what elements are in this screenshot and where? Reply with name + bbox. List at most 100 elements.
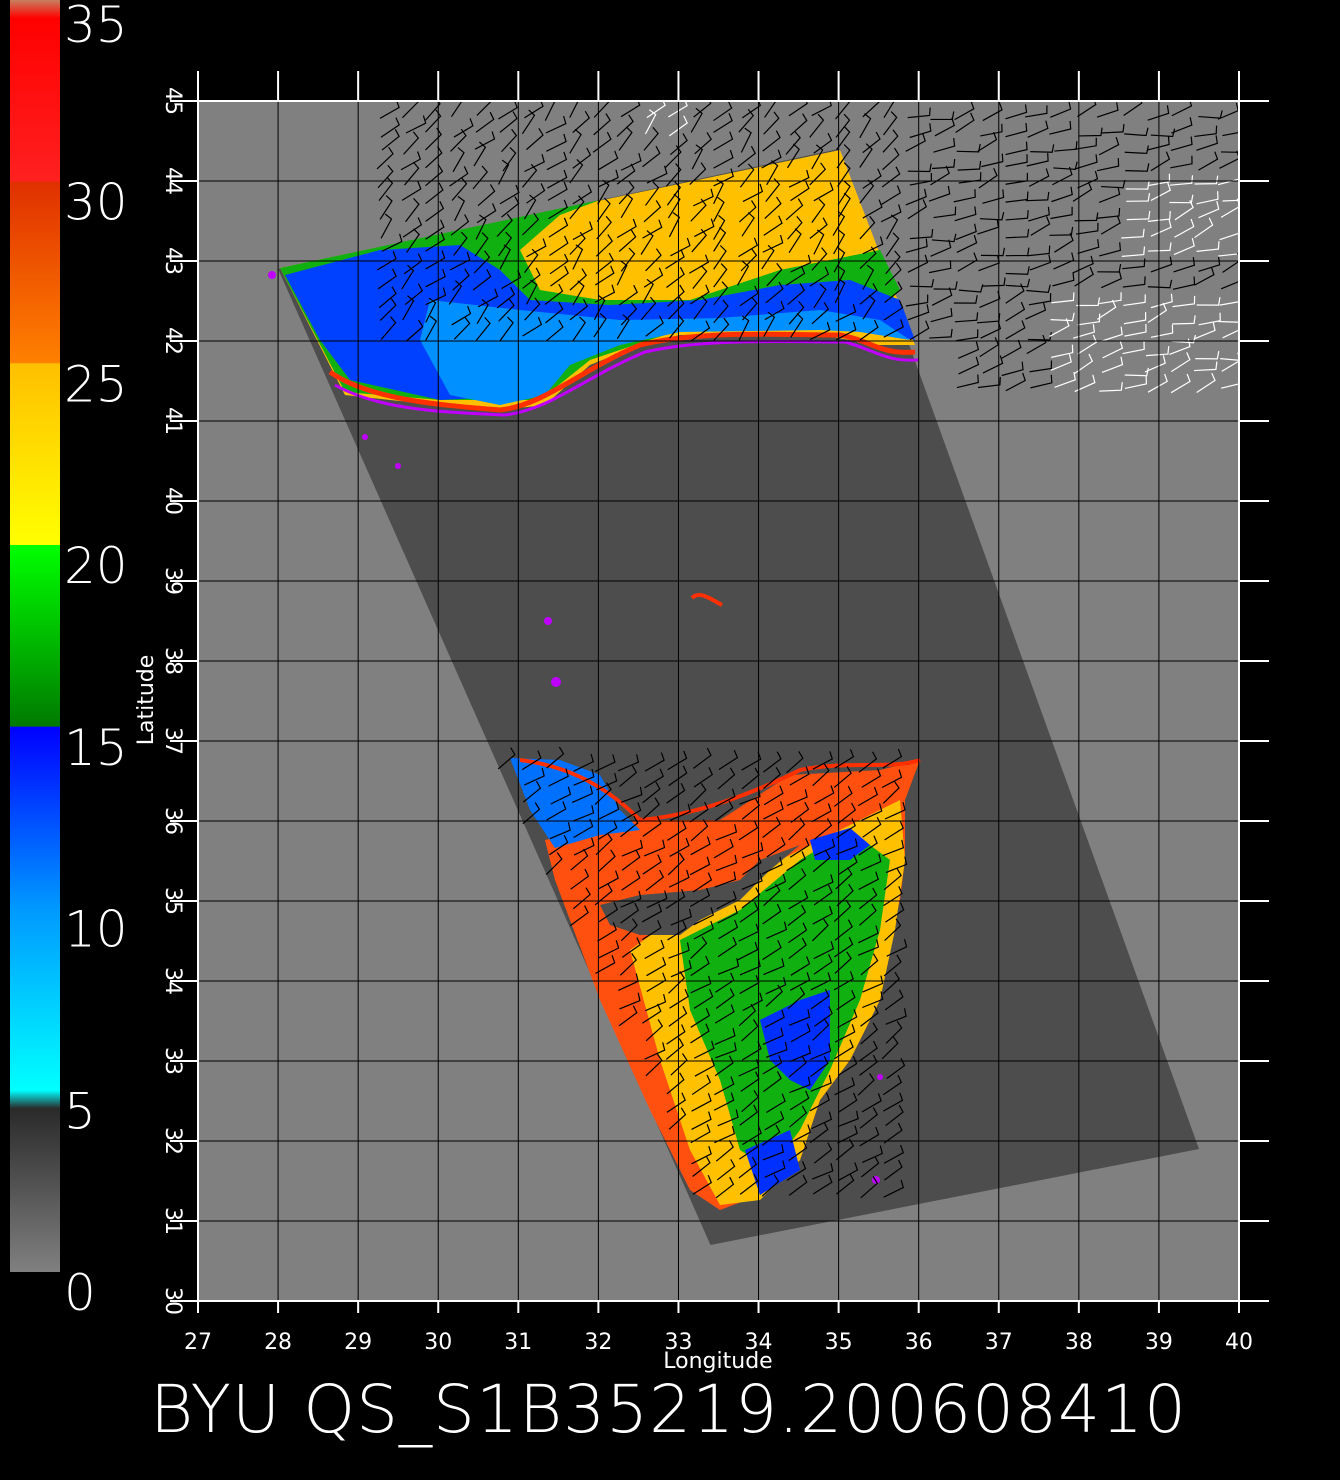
black-sea-coast-fringe-violet [334, 339, 919, 417]
wind-barb [980, 123, 1003, 137]
wind-barb [644, 768, 664, 789]
wind-barb [979, 211, 1005, 221]
wind-barb [597, 820, 618, 840]
wind-barb [453, 231, 468, 256]
wind-barb [713, 281, 729, 306]
black-sea-wind-field [280, 150, 919, 417]
footer-title: BYU QS_S1B35219.200608410 [150, 1371, 1187, 1448]
wind-barb [569, 905, 589, 927]
wind-barb [1196, 297, 1221, 306]
wind-barb [401, 181, 422, 201]
wind-barb [762, 903, 782, 925]
wind-barb [907, 199, 928, 220]
wind-barb [496, 286, 516, 309]
wind-barb [1053, 252, 1075, 270]
wind-barb [1030, 374, 1053, 389]
wind-barb [1174, 199, 1194, 221]
wind-barb [593, 294, 606, 321]
wind-barb [790, 956, 811, 976]
wind-barb [1150, 293, 1173, 309]
med-light-blue [510, 758, 640, 848]
wind-barb [402, 217, 423, 238]
wind-barb [620, 918, 638, 942]
wind-barb [645, 248, 662, 272]
wind-barb [569, 128, 582, 154]
wind-barb [1147, 279, 1173, 289]
wind-barb [670, 237, 691, 257]
wind-barb [544, 283, 564, 305]
wind-barb [597, 169, 619, 188]
wind-barb [570, 848, 589, 871]
wind-barb [453, 118, 474, 138]
wind-barb [1170, 155, 1193, 169]
wind-barb [1198, 201, 1220, 219]
wind-barb [813, 1006, 833, 1027]
wind-barb [765, 873, 787, 892]
wind-barb [1198, 312, 1221, 326]
wind-barb [664, 145, 682, 168]
wind-barb [473, 250, 491, 274]
wind-barb [425, 145, 443, 169]
wind-barb [1173, 237, 1195, 256]
wind-barb [381, 233, 403, 252]
wind-barb [526, 183, 546, 204]
map-layers [268, 101, 1239, 1245]
wind-barb [448, 280, 463, 305]
wind-barb [741, 887, 761, 909]
wind-barb [809, 1056, 829, 1078]
wind-barb [598, 150, 619, 171]
wind-barb [790, 1124, 812, 1143]
latitude-tick-label: 41 [160, 407, 185, 435]
wind-barb [406, 228, 420, 253]
wind-barb [642, 816, 662, 837]
wind-barb [884, 918, 902, 942]
wind-barb [545, 115, 567, 134]
wind-barb [809, 217, 828, 239]
wind-barb [572, 804, 595, 822]
wind-barb [714, 1055, 734, 1077]
longitude-tick-label: 32 [584, 1330, 612, 1355]
wind-barb [645, 315, 664, 337]
wind-barb [982, 101, 1003, 122]
wind-barb [788, 1009, 811, 1026]
wind-barb [809, 1121, 829, 1144]
wind-barb [646, 101, 666, 119]
latitude-tick-label: 40 [160, 487, 185, 515]
wind-barb [425, 101, 441, 121]
wind-barb [1096, 102, 1119, 118]
wind-barb [1218, 253, 1239, 257]
wind-barb [692, 1174, 713, 1195]
wind-barb [765, 1093, 786, 1114]
wind-barb [572, 785, 594, 803]
wind-barb [1077, 101, 1097, 118]
wind-barb [715, 788, 736, 808]
wind-barb [521, 109, 536, 135]
wind-barb [883, 1144, 905, 1164]
wind-barb [738, 109, 755, 133]
wind-barb [593, 113, 611, 136]
wind-barb [642, 278, 654, 304]
wind-barb [809, 1092, 830, 1112]
wind-barb [905, 294, 929, 307]
wind-barb [645, 181, 660, 206]
wind-barb [646, 956, 667, 977]
wind-barb [715, 1042, 737, 1059]
wind-barb [958, 172, 982, 184]
wind-barb [739, 902, 759, 923]
wind-barb [762, 1144, 784, 1161]
wind-barb [885, 1008, 907, 1025]
wind-barb [861, 768, 882, 788]
wind-barb [545, 301, 564, 324]
wind-barb [811, 1111, 833, 1130]
wind-barb [907, 107, 931, 119]
wind-barb [1005, 191, 1029, 203]
wind-barb [1005, 141, 1028, 156]
wind-barb [1169, 175, 1194, 186]
wind-barb [668, 869, 690, 888]
wind-barb [1170, 373, 1191, 394]
wind-barb [549, 834, 569, 856]
wind-barb [1220, 280, 1239, 290]
wind-barb [620, 815, 639, 838]
wind-barb [785, 265, 806, 286]
